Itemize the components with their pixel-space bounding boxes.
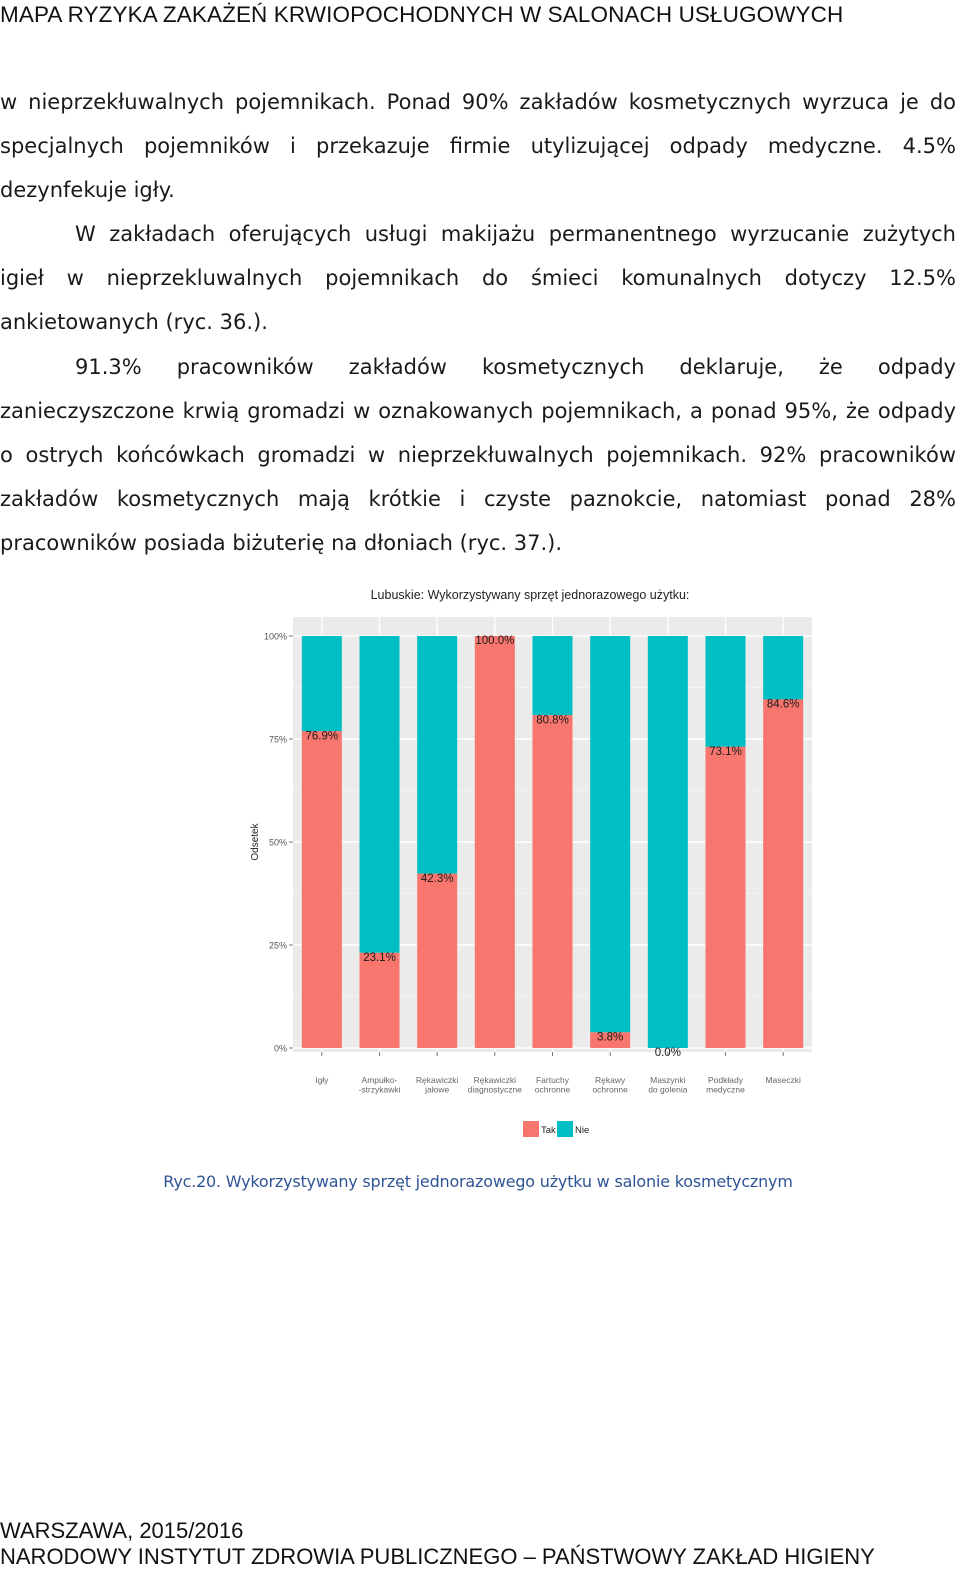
paragraph-1: w nieprzekłuwalnych pojemnikach. Ponad 9…: [0, 90, 956, 203]
x-tick-label: Rękawy: [595, 1075, 626, 1085]
x-tick-label: ochronne: [535, 1085, 571, 1095]
x-tick-label: jałowe: [424, 1085, 449, 1095]
x-tick-label: ochronne: [592, 1085, 628, 1095]
bar-segment-tak: [301, 731, 342, 1048]
bar-data-label: 23.1%: [363, 952, 396, 964]
chart-title: Lubuskie: Wykorzystywany sprzęt jednoraz…: [371, 588, 690, 602]
bar-data-label: 42.3%: [421, 873, 454, 885]
x-tick-label: Maszynki: [650, 1075, 686, 1085]
legend-swatch-tak: [523, 1121, 539, 1137]
chart-svg: Lubuskie: Wykorzystywany sprzęt jednoraz…: [250, 588, 812, 1137]
bar-segment-tak: [474, 636, 515, 1048]
body-text: w nieprzekłuwalnych pojemnikach. Ponad 9…: [0, 80, 956, 565]
x-tick-label: medyczne: [706, 1085, 745, 1095]
bar-segment-nie: [763, 636, 804, 700]
bar-segment-tak: [763, 699, 804, 1048]
y-axis-label: Odsetek: [250, 822, 261, 860]
legend-swatch-nie: [557, 1121, 573, 1137]
footer-line-2: NARODOWY INSTYTUT ZDROWIA PUBLICZNEGO – …: [0, 1544, 875, 1569]
bar-data-label: 84.6%: [767, 699, 800, 711]
bar-data-label: 80.8%: [536, 714, 569, 726]
y-tick-label: 100%: [264, 632, 287, 642]
y-tick-label: 50%: [269, 838, 287, 848]
y-tick-label: 25%: [269, 941, 287, 951]
legend-label-tak: Tak: [541, 1125, 556, 1136]
bar-data-label: 100.0%: [475, 635, 514, 647]
x-tick-label: Rękawiczki: [416, 1075, 459, 1085]
x-tick-label: Fartuchy: [536, 1075, 570, 1085]
x-tick-label: Maseczki: [765, 1075, 801, 1085]
bar-segment-tak: [532, 715, 573, 1048]
x-tick-label: Ampułko-: [362, 1075, 398, 1085]
x-tick-label: do golenia: [648, 1085, 688, 1095]
legend-label-nie: Nie: [575, 1125, 589, 1136]
x-tick-label: Podkłady: [708, 1075, 744, 1085]
bar-segment-tak: [705, 746, 746, 1048]
bar-data-label: 73.1%: [709, 746, 742, 758]
bar-segment-nie: [705, 636, 746, 747]
x-tick-label: -strzykawki: [358, 1085, 400, 1095]
bar-segment-tak: [359, 952, 400, 1048]
bar-segment-nie: [647, 636, 688, 1048]
paragraph-3: 91.3% pracowników zakładów kosmetycznych…: [0, 354, 956, 555]
bar-segment-nie: [590, 636, 631, 1033]
bar-segment-nie: [359, 636, 400, 953]
bar-segment-nie: [301, 636, 342, 732]
bar-data-label: 76.9%: [306, 730, 339, 742]
bar-segment-nie: [417, 636, 458, 874]
x-tick-label: diagnostyczne: [468, 1085, 523, 1095]
x-tick-label: Igły: [315, 1075, 329, 1085]
y-tick-label: 0%: [274, 1044, 287, 1054]
y-tick-label: 75%: [269, 735, 287, 745]
figure-caption: Ryc.20. Wykorzystywany sprzęt jednorazow…: [163, 1172, 793, 1191]
page-header: MAPA RYZYKA ZAKAŻEŃ KRWIOPOCHODNYCH W SA…: [0, 2, 844, 27]
stacked-bar-chart: Lubuskie: Wykorzystywany sprzęt jednoraz…: [240, 580, 820, 1140]
bar-segment-tak: [590, 1032, 631, 1048]
bar-segment-tak: [417, 873, 458, 1048]
bar-data-label: 3.8%: [597, 1032, 623, 1044]
bar-segment-nie: [532, 636, 573, 716]
footer-line-1: WARSZAWA, 2015/2016: [0, 1518, 244, 1543]
x-tick-label: Rękawiczki: [474, 1075, 517, 1085]
paragraph-2: W zakładach oferujących usługi makijażu …: [0, 222, 956, 335]
